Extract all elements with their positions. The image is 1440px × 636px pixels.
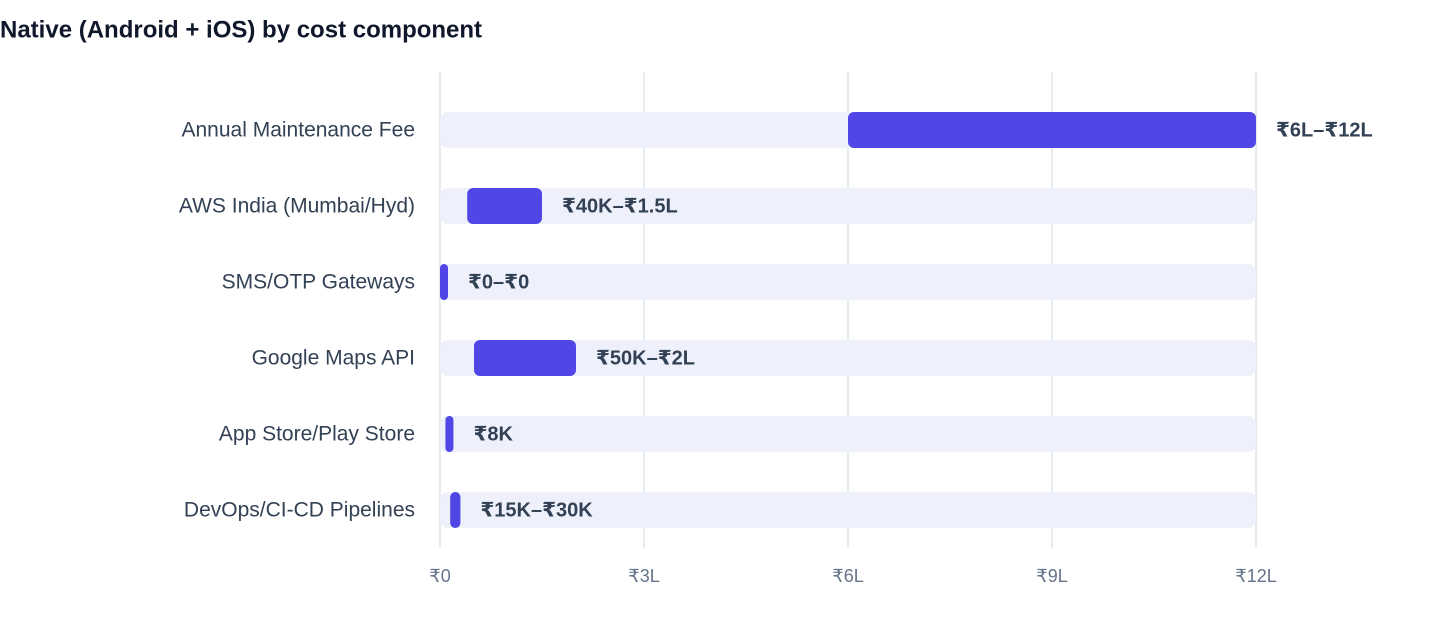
bar <box>445 416 454 452</box>
track <box>440 264 1256 300</box>
track <box>440 416 1256 452</box>
bar <box>450 492 461 528</box>
value-label: ₹50K–₹2L <box>596 347 695 369</box>
value-label: ₹0–₹0 <box>468 271 529 293</box>
y-tick-label: AWS India (Mumbai/Hyd) <box>179 195 415 218</box>
bar <box>440 264 448 300</box>
y-tick-label: Annual Maintenance Fee <box>182 119 416 142</box>
y-tick-label: DevOps/CI-CD Pipelines <box>184 499 415 522</box>
chart-title: Native (Android + iOS) by cost component <box>0 16 482 43</box>
track <box>440 340 1256 376</box>
x-tick-label: ₹6L <box>832 566 863 586</box>
track <box>440 188 1256 224</box>
x-tick-label: ₹3L <box>628 566 659 586</box>
bar <box>474 340 576 376</box>
value-label: ₹40K–₹1.5L <box>562 195 678 217</box>
value-label: ₹6L–₹12L <box>1276 119 1373 141</box>
track <box>440 492 1256 528</box>
bar <box>848 112 1256 148</box>
bar <box>467 188 542 224</box>
x-tick-label: ₹0 <box>429 566 450 586</box>
x-tick-label: ₹12L <box>1235 566 1276 586</box>
x-tick-label: ₹9L <box>1036 566 1067 586</box>
marks: ₹6L–₹12L ₹40K–₹1.5L ₹0–₹0 ₹50K–₹2L ₹8K ₹15K–₹… <box>440 112 1373 528</box>
value-label: ₹15K–₹30K <box>480 499 593 521</box>
y-tick-label: App Store/Play Store <box>219 423 415 446</box>
y-tick-label: Google Maps API <box>252 347 415 370</box>
grid <box>439 72 1257 548</box>
y-tick-label: SMS/OTP Gateways <box>222 271 415 294</box>
value-label: ₹8K <box>473 423 513 445</box>
